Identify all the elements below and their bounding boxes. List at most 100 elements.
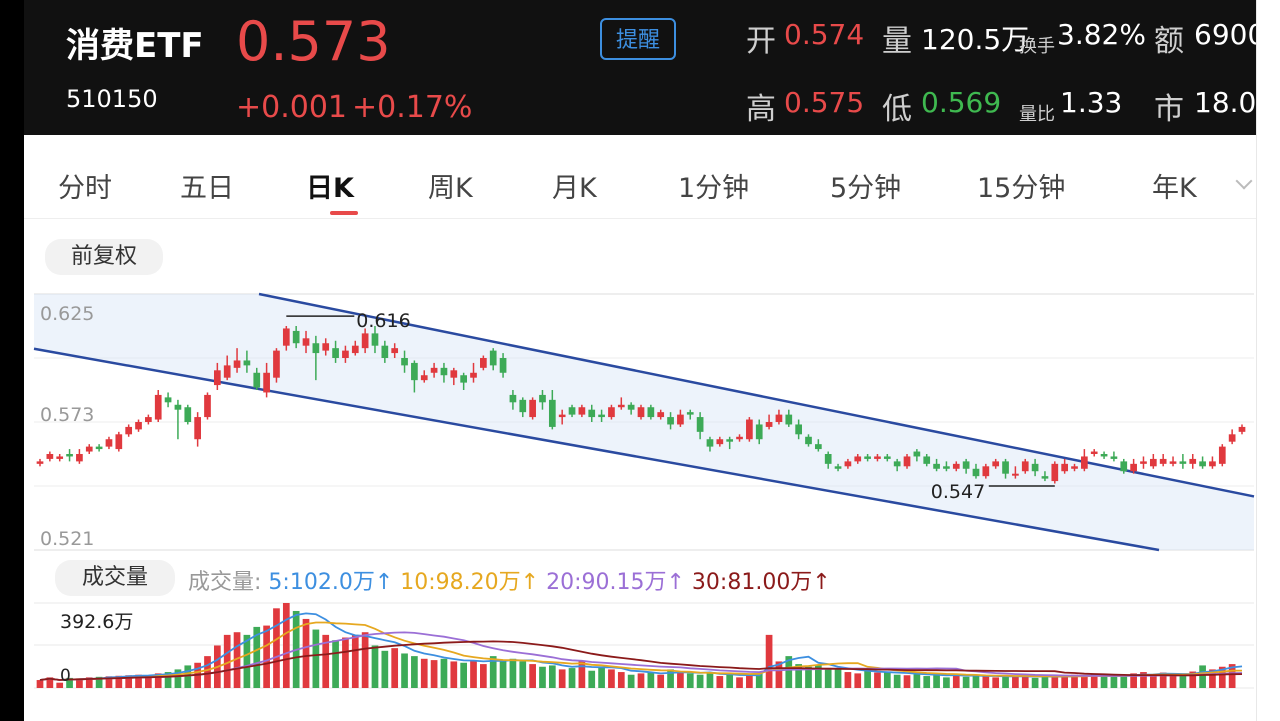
candle-body <box>361 333 369 349</box>
tab-five-day[interactable]: 五日 <box>180 173 234 204</box>
volume-zero-label: 0 <box>60 666 71 686</box>
candle-body <box>1110 456 1118 459</box>
volume-bar <box>135 674 142 688</box>
volume-indicator-selector[interactable]: 成交量 <box>55 560 175 596</box>
candle-body <box>302 338 310 346</box>
candle-body <box>174 404 182 410</box>
volume-bar <box>1041 676 1049 688</box>
arrow-up-icon: ↑ <box>374 570 394 595</box>
volume-bar <box>184 665 192 688</box>
volume-bar <box>1031 677 1039 688</box>
volume-bar <box>1012 676 1019 688</box>
volume-bar <box>312 629 320 688</box>
volume-bar <box>893 674 901 688</box>
candle-body <box>795 424 802 435</box>
volume-bar <box>253 626 261 688</box>
candle-body <box>667 417 674 425</box>
volume-bar <box>578 661 586 688</box>
candle-body <box>204 394 211 418</box>
tab-5min[interactable]: 5分钟 <box>830 173 902 204</box>
volume-bar <box>115 675 123 688</box>
price-change: +0.001 <box>236 90 348 125</box>
volume-bar <box>529 664 536 688</box>
arrow-up-icon: ↑ <box>520 570 540 595</box>
tab-monthly-k[interactable]: 月K <box>552 173 597 204</box>
candle-body <box>627 404 635 410</box>
volume-bar <box>411 656 418 688</box>
candle-body <box>1189 458 1197 464</box>
candle-body <box>893 461 901 467</box>
candle-body <box>746 419 753 440</box>
high-value: 0.575 <box>784 86 865 119</box>
volume-bars <box>36 603 1236 688</box>
tab-daily-k[interactable]: 日K <box>306 173 354 204</box>
tab-intraday[interactable]: 分时 <box>58 173 112 204</box>
volume-bar <box>223 634 231 688</box>
candle-body <box>1051 463 1059 482</box>
volume-bar <box>746 675 753 688</box>
candle-body <box>263 372 270 393</box>
candle-body <box>657 412 665 418</box>
volume-bar <box>1179 674 1187 688</box>
tab-yearly-k[interactable]: 年K <box>1152 173 1197 204</box>
turnover-value: 3.82% <box>1057 18 1146 51</box>
low-marker-label: 0.547 <box>931 481 985 503</box>
candle-body <box>558 414 566 418</box>
low-value: 0.569 <box>921 86 1002 119</box>
candle-body <box>509 394 517 403</box>
volume-bar <box>657 674 665 688</box>
candle-body <box>1081 456 1088 469</box>
volume-bar <box>125 675 133 688</box>
security-name: 消费ETF <box>66 26 204 66</box>
volume-bar <box>1071 674 1078 688</box>
volume-bar <box>1090 674 1098 688</box>
volume-bar <box>66 677 73 688</box>
volume-bar <box>962 676 970 688</box>
volume-bar <box>95 676 103 688</box>
volume-bar <box>430 660 438 688</box>
candle-body <box>923 456 931 464</box>
volume-bar <box>972 675 980 688</box>
tab-weekly-k[interactable]: 周K <box>428 173 473 204</box>
candle-body <box>56 456 64 459</box>
volume-legend-prefix: 成交量: <box>188 570 262 595</box>
volume-bar <box>677 672 684 688</box>
candle-body <box>194 417 201 440</box>
candle-body <box>1090 451 1098 454</box>
volume-bar <box>1130 673 1137 688</box>
volume-legend: 成交量: 5:102.0万↑ 10:98.20万↑ 20:90.15万↑ 30:… <box>188 564 831 596</box>
candle-body <box>755 424 763 440</box>
candle-body <box>401 358 408 366</box>
alert-button[interactable]: 提醒 <box>600 18 676 60</box>
tab-1min[interactable]: 1分钟 <box>678 173 750 204</box>
channel-upper-line <box>258 292 1255 498</box>
candle-body <box>962 461 970 469</box>
volume-bar <box>647 672 655 688</box>
candle-body <box>874 456 881 459</box>
candle-body <box>332 348 339 358</box>
volume-bar <box>1149 674 1157 688</box>
volume-bar <box>923 676 931 688</box>
volume-bar <box>1228 664 1236 688</box>
active-tab-indicator <box>330 211 358 215</box>
candle-body <box>785 414 793 425</box>
candle-body <box>480 358 487 368</box>
candle-body <box>253 372 261 388</box>
volume-bar <box>608 669 615 688</box>
candle-body <box>696 417 704 432</box>
candle-body <box>1002 461 1009 474</box>
candle-body <box>66 454 73 457</box>
chevron-down-icon[interactable] <box>1235 172 1253 190</box>
tab-15min[interactable]: 15分钟 <box>977 173 1066 204</box>
candle-body <box>105 439 113 447</box>
volume-bar <box>755 673 763 688</box>
left-edge <box>0 0 24 721</box>
adjust-selector[interactable]: 前复权 <box>45 239 163 275</box>
volume-bar <box>519 661 527 688</box>
volume-ma5-line <box>39 612 1243 681</box>
candle-body <box>322 343 330 351</box>
candle-body <box>1199 461 1206 467</box>
volume-bar <box>36 680 44 688</box>
candle-body <box>864 456 871 459</box>
candle-body <box>233 360 241 368</box>
